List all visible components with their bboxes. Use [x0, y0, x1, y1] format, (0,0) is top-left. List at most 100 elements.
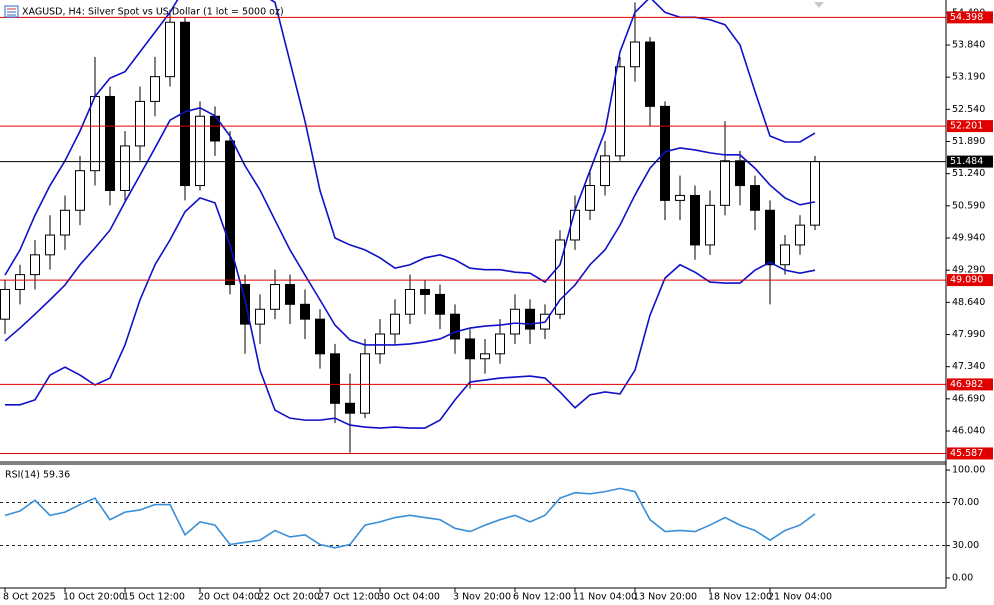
y-tick-label: 50.590 — [952, 200, 985, 211]
level-line-label: 49.090 — [950, 275, 983, 286]
candle-body — [255, 308, 265, 325]
y-tick-label: 0.00 — [952, 572, 973, 583]
y-tick-label: 49.940 — [952, 233, 985, 244]
candle-body — [60, 209, 70, 236]
x-tick-label: 21 Nov 04:00 — [768, 592, 832, 603]
chart-title: XAGUSD, H4: Silver Spot vs US Dollar (1 … — [22, 7, 284, 18]
level-line-box — [947, 120, 993, 133]
y-tick-label: 46.040 — [952, 426, 985, 437]
current-price-line-box — [947, 155, 993, 168]
x-tick-label: 27 Oct 12:00 — [318, 592, 380, 603]
candle-body — [645, 41, 655, 107]
candle-body — [225, 140, 235, 286]
candle-body — [585, 185, 595, 211]
candle-body — [150, 76, 160, 102]
y-tick-label: 53.840 — [952, 39, 985, 50]
candle-body — [375, 333, 385, 355]
candle-body — [195, 115, 205, 187]
x-tick-label: 8 Oct 2025 — [3, 592, 56, 603]
candle-body — [750, 185, 760, 211]
candle-body — [765, 209, 775, 266]
level-line-label: 54.398 — [950, 12, 983, 23]
rsi-panel — [0, 487, 946, 549]
candle-body — [630, 41, 640, 68]
candle-body — [435, 293, 445, 315]
candle-body — [720, 160, 730, 206]
candle-body — [180, 21, 190, 187]
candle-body — [510, 308, 520, 335]
level-line-label: 45.587 — [950, 448, 983, 459]
candle-body — [495, 333, 505, 355]
level-line-label: 46.982 — [950, 379, 983, 390]
candle-body — [270, 284, 280, 310]
candle-body — [675, 194, 685, 201]
x-tick-label: 20 Oct 04:00 — [198, 592, 260, 603]
x-tick-label: 22 Oct 20:00 — [258, 592, 320, 603]
candle-body — [525, 308, 535, 330]
bollinger-lower — [5, 197, 816, 429]
y-tick-label: 48.640 — [952, 297, 985, 308]
y-tick-label: 47.340 — [952, 361, 985, 372]
candle-body — [735, 160, 745, 187]
y-tick-label: 51.890 — [952, 136, 985, 147]
x-tick-label: 6 Nov 12:00 — [513, 592, 571, 603]
candle-body — [705, 204, 715, 246]
candle-body — [600, 155, 610, 187]
candle-body — [795, 224, 805, 246]
level-line-box — [947, 274, 993, 287]
candle-body — [345, 402, 355, 414]
candle-body — [690, 194, 700, 246]
y-tick-label: 51.240 — [952, 168, 985, 179]
candle-body — [390, 313, 400, 335]
x-tick-label: 10 Oct 20:00 — [63, 592, 125, 603]
level-line-box — [947, 378, 993, 391]
candle-body — [90, 95, 100, 172]
candle-body — [0, 288, 10, 320]
bollinger-middle — [4, 106, 816, 346]
candle-body — [240, 284, 250, 325]
y-tick-label: 52.540 — [952, 104, 985, 115]
y-tick-label: 100.00 — [952, 465, 985, 476]
candle-body — [330, 353, 340, 404]
current-price-line-label: 51.484 — [950, 156, 983, 167]
candle-body — [120, 145, 130, 191]
candle-body — [75, 170, 85, 211]
candle-body — [165, 21, 175, 78]
candle-body — [450, 313, 460, 340]
candle-body — [465, 338, 475, 360]
candle-body — [615, 66, 625, 157]
candle-body — [420, 288, 430, 295]
candle-body — [555, 239, 565, 315]
y-tick-label: 70.00 — [952, 497, 979, 508]
candle-body — [810, 161, 820, 226]
candle-body — [480, 353, 490, 360]
x-tick-label: 30 Oct 04:00 — [378, 592, 440, 603]
level-line-box — [947, 11, 993, 24]
y-tick-label: 47.990 — [952, 329, 985, 340]
candle-body — [135, 100, 145, 147]
x-tick-label: 11 Nov 04:00 — [573, 592, 637, 603]
x-tick-label: 3 Nov 20:00 — [453, 592, 511, 603]
shift-marker — [814, 2, 824, 8]
y-tick-label: 53.190 — [952, 72, 985, 83]
level-line-box — [947, 447, 993, 460]
candle-body — [780, 244, 790, 266]
y-tick-label: 30.00 — [952, 540, 979, 551]
candle-body — [105, 95, 115, 191]
level-line-label: 52.201 — [950, 121, 983, 132]
candle-body — [570, 209, 580, 241]
candle-body — [360, 353, 370, 414]
y-tick-label: 46.690 — [952, 393, 985, 404]
x-tick-label: 13 Nov 20:00 — [633, 592, 697, 603]
rsi-label: RSI(14) 59.36 — [5, 470, 70, 481]
candle-body — [405, 288, 415, 315]
candle-body — [660, 105, 670, 201]
x-tick-label: 18 Nov 12:00 — [708, 592, 772, 603]
price-panel — [0, 0, 946, 454]
candle-body — [15, 274, 25, 290]
candle-body — [45, 234, 55, 256]
